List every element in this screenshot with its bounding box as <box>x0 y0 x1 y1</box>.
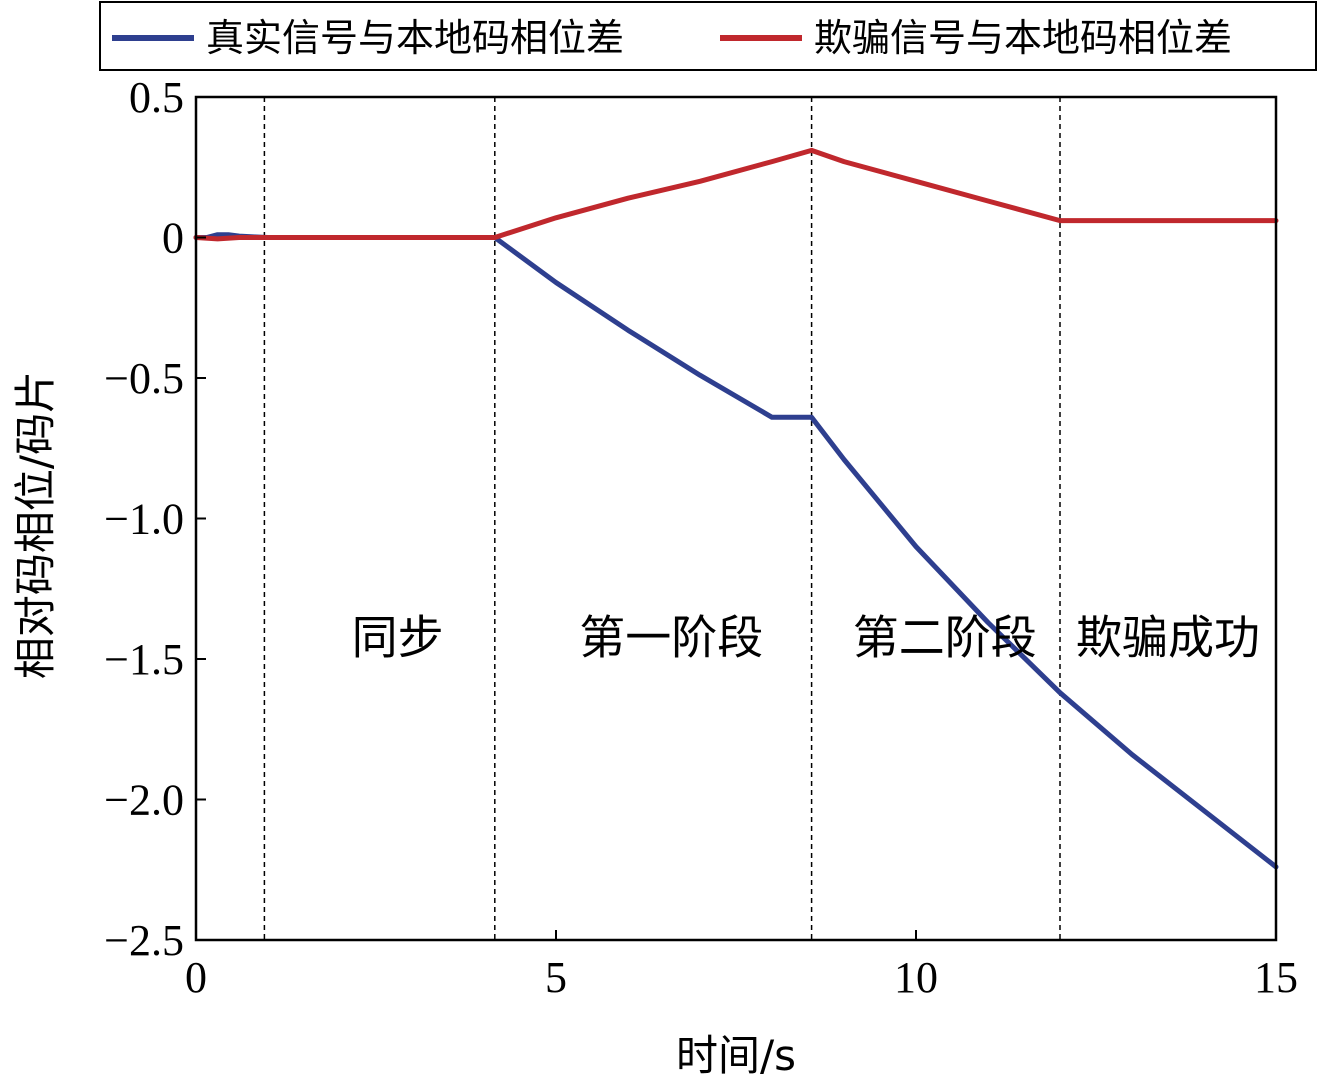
x-tick-label: 15 <box>1254 953 1298 1002</box>
phase-label-1: 同步 <box>352 610 444 664</box>
phase-labels: 同步 第一阶段 第二阶段 欺骗成功 <box>352 610 1260 664</box>
legend-label-2: 欺骗信号与本地码相位差 <box>814 16 1232 60</box>
x-tick-label: 5 <box>545 953 567 1002</box>
series-line-1 <box>193 232 1279 870</box>
x-tick-label: 10 <box>894 953 938 1002</box>
legend-label-1: 真实信号与本地码相位差 <box>206 16 624 60</box>
x-axis: 0 5 10 15 <box>185 930 1298 1002</box>
y-tick-label: −1.0 <box>104 495 184 544</box>
phase-label-3: 第二阶段 <box>853 610 1037 664</box>
series-layer <box>193 147 1279 870</box>
y-tick-label: −1.5 <box>104 635 184 684</box>
phase-label-4: 欺骗成功 <box>1076 610 1260 664</box>
y-tick-label: −2.5 <box>104 916 184 965</box>
y-tick-label: −2.0 <box>104 776 184 825</box>
y-tick-label: 0.5 <box>129 73 184 122</box>
series-line-2 <box>193 147 1279 242</box>
y-tick-label: −0.5 <box>104 354 184 403</box>
legend: 真实信号与本地码相位差 欺骗信号与本地码相位差 <box>99 1 1317 71</box>
phase-boundaries <box>263 97 1061 940</box>
legend-box <box>99 1 1317 71</box>
x-tick-label: 0 <box>185 953 207 1002</box>
y-axis: 0.5 0 −0.5 −1.0 −1.5 −2.0 −2.5 <box>104 73 206 965</box>
y-tick-label: 0 <box>162 214 184 263</box>
y-axis-title: 相对码相位/码片 <box>11 371 60 679</box>
plot-frame <box>194 95 1278 942</box>
x-axis-title: 时间/s <box>676 1031 796 1080</box>
phase-label-2: 第一阶段 <box>579 610 763 664</box>
